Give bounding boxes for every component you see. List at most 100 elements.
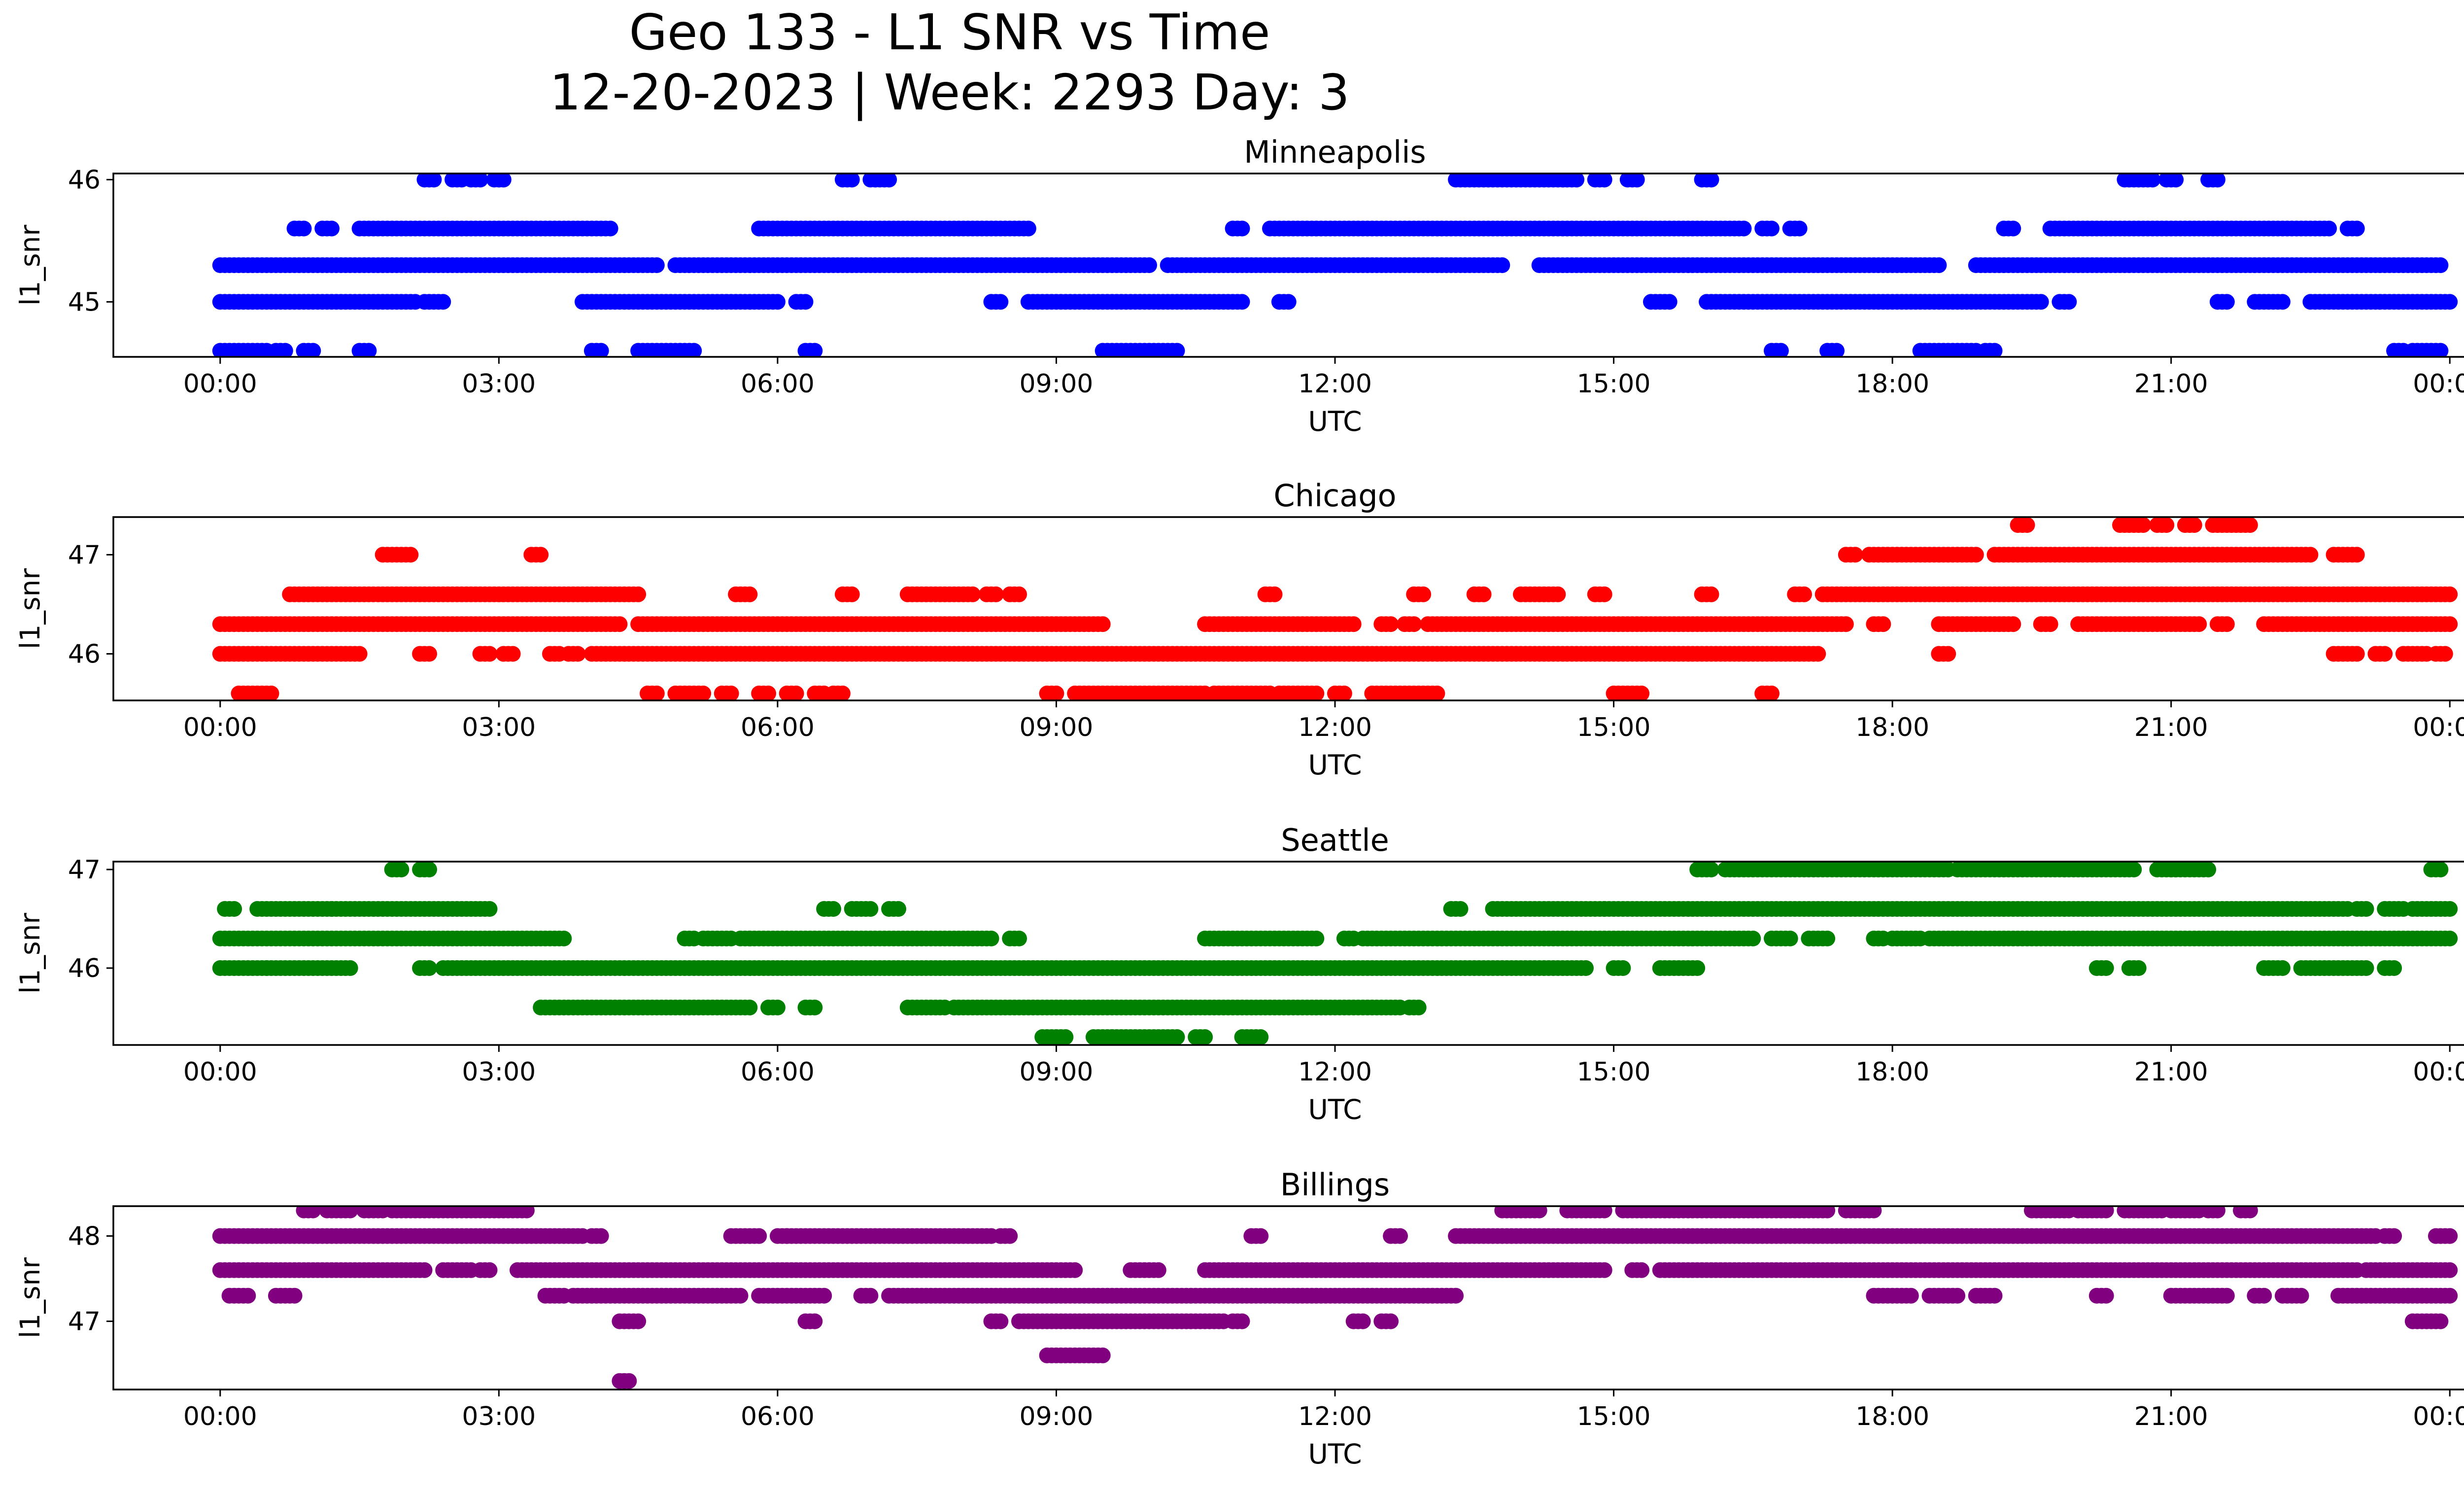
scatter-point: [342, 1206, 358, 1218]
x-tick-label: 00:00: [2413, 1057, 2464, 1087]
scatter-point: [495, 174, 512, 188]
scatter-series: [212, 517, 2458, 700]
x-tick-label: 09:00: [1020, 369, 1094, 399]
y-tick-label: 46: [68, 954, 101, 983]
scatter-point: [1234, 294, 1250, 310]
scatter-point: [481, 1262, 498, 1278]
scatter-point: [1847, 547, 1863, 563]
scatter-point: [1150, 1262, 1166, 1278]
scatter-point: [2219, 294, 2235, 310]
scatter-point: [844, 174, 860, 188]
scatter-point: [1950, 1287, 1966, 1304]
scatter-point: [593, 1228, 609, 1244]
y-axis-label: l1_snr: [14, 568, 46, 649]
x-tick-label: 18:00: [1855, 713, 1929, 742]
scatter-point: [2209, 174, 2225, 188]
scatter-point: [1596, 586, 1612, 602]
scatter-point: [2042, 616, 2058, 632]
scatter-point: [1703, 174, 1719, 188]
scatter-point: [518, 1206, 535, 1218]
scatter-point: [1745, 931, 1761, 946]
scatter-point: [760, 685, 776, 700]
scatter-point: [649, 257, 665, 273]
scatter-point: [403, 547, 419, 563]
scatter-point: [556, 931, 572, 946]
scatter-point: [807, 1000, 823, 1015]
x-tick-label: 00:00: [2413, 369, 2464, 399]
scatter-point: [2126, 862, 2142, 877]
scatter-point: [1634, 685, 1650, 700]
scatter-point: [2168, 174, 2184, 188]
y-tick-label: 46: [68, 165, 101, 195]
scatter-point: [1703, 862, 1719, 877]
scatter-point: [1596, 1206, 1612, 1218]
scatter-point: [2033, 294, 2049, 310]
x-tick-label: 06:00: [741, 369, 815, 399]
scatter-point: [1796, 586, 1812, 602]
scatter-point: [649, 685, 665, 700]
scatter-point: [2442, 586, 2458, 602]
scatter-point: [2191, 616, 2207, 632]
scatter-point: [992, 294, 1009, 310]
scatter-point: [2432, 343, 2449, 357]
scatter-point: [1931, 257, 1947, 273]
scatter-point: [421, 862, 437, 877]
y-axis-label: l1_snr: [14, 225, 46, 306]
scatter-point: [2200, 862, 2217, 877]
scatter-point: [393, 862, 410, 877]
scatter-point: [2005, 220, 2021, 237]
scatter-point: [2061, 294, 2077, 310]
scatter-point: [1494, 257, 1510, 273]
scatter-point: [1986, 1287, 2003, 1304]
scatter-point: [1048, 685, 1064, 700]
scatter-point: [2442, 931, 2458, 946]
scatter-point: [533, 547, 549, 563]
y-tick-label: 45: [68, 287, 101, 317]
scatter-point: [2442, 616, 2458, 632]
y-tick-label: 47: [68, 855, 101, 885]
scatter-point: [361, 343, 377, 357]
scatter-point: [1838, 616, 1854, 632]
scatter-point: [2377, 646, 2393, 662]
scatter-point: [686, 343, 702, 357]
scatter-point: [296, 220, 312, 237]
scatter-point: [983, 931, 999, 946]
scatter-point: [1011, 586, 1027, 602]
scatter-point: [351, 646, 368, 662]
scatter-point: [1875, 616, 1891, 632]
scatter-point: [1819, 931, 1836, 946]
scatter-point: [1429, 685, 1445, 700]
scatter-point: [1336, 685, 1352, 700]
scatter-point: [2098, 1206, 2114, 1218]
scatter-point: [797, 294, 814, 310]
scatter-point: [421, 646, 437, 662]
figure-title-line2: 12-20-2023 | Week: 2293 Day: 3: [549, 64, 1349, 121]
scatter-point: [2209, 1206, 2225, 1218]
scatter-point: [1615, 960, 1631, 976]
scatter-point: [1968, 547, 1984, 563]
scatter-point: [1415, 586, 1432, 602]
scatter-point: [1020, 220, 1036, 237]
x-tick-label: 15:00: [1577, 1057, 1651, 1087]
scatter-point: [1475, 586, 1492, 602]
y-axis-label: l1_snr: [14, 913, 46, 994]
y-tick-label: 47: [68, 540, 101, 570]
scatter-point: [825, 901, 841, 917]
scatter-point: [481, 901, 498, 917]
scatter-point: [2242, 1206, 2258, 1218]
scatter-point: [844, 586, 860, 602]
x-tick-label: 21:00: [2134, 369, 2208, 399]
scatter-point: [2219, 616, 2235, 632]
scatter-point: [2386, 1228, 2402, 1244]
scatter-point: [1058, 1029, 1074, 1045]
scatter-point: [1266, 586, 1283, 602]
scatter-series: [212, 174, 2458, 357]
x-tick-label: 15:00: [1577, 713, 1651, 742]
scatter-point: [1253, 1228, 1269, 1244]
scatter-point: [2432, 862, 2449, 877]
scatter-point: [2349, 220, 2365, 237]
scatter-point: [769, 1000, 786, 1015]
scatter-point: [1773, 343, 1789, 357]
scatter-point: [2437, 646, 2453, 662]
